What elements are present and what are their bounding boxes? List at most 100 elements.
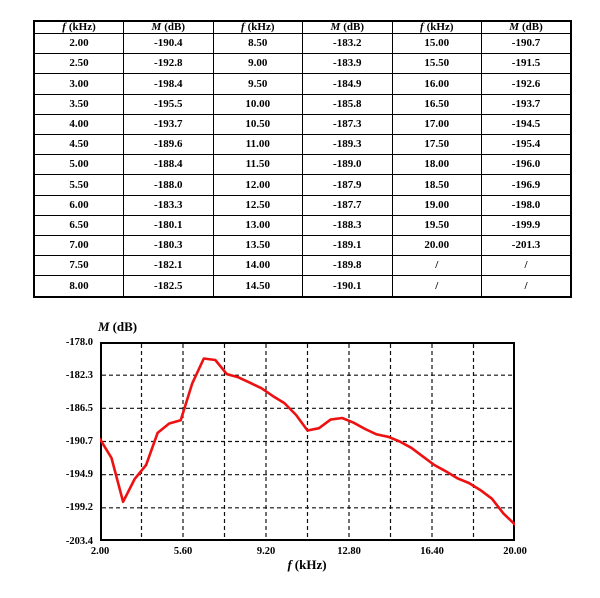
y-axis-unit: (dB) [112, 319, 138, 334]
table-cell: -180.3 [123, 235, 214, 257]
table-row: 5.00 -188.4 11.50 -189.0 18.00 -196.0 [33, 154, 572, 176]
table-cell: -198.4 [123, 73, 214, 95]
table-cell: 3.50 [33, 93, 124, 115]
table-cell: -183.3 [123, 194, 214, 216]
table-row: 3.00 -198.4 9.50 -184.9 16.00 -192.6 [33, 73, 572, 95]
table-cell: -189.8 [302, 255, 393, 277]
table-cell: -191.5 [481, 53, 572, 75]
table-cell: -187.7 [302, 194, 393, 216]
table-header-cell: M (dB) [481, 20, 572, 34]
table-cell: 3.00 [33, 73, 124, 95]
table-cell: 20.00 [391, 235, 482, 257]
table-cell: 9.50 [212, 73, 303, 95]
table-cell: 17.00 [391, 113, 482, 136]
table-cell: -189.1 [302, 235, 393, 257]
table-cell: 19.00 [391, 194, 482, 216]
x-tick-label: 9.20 [256, 546, 276, 557]
table-cell: -182.5 [123, 275, 214, 298]
y-tick-label: -186.5 [65, 402, 93, 414]
table-cell: 10.50 [212, 113, 303, 136]
table-cell: / [391, 275, 482, 298]
x-tick-label: 12.80 [337, 546, 361, 557]
table-cell: / [481, 255, 572, 277]
table-cell: -192.8 [123, 53, 214, 75]
table-header-cell: f (kHz) [212, 20, 303, 34]
table-cell: -189.6 [123, 134, 214, 156]
y-tick-label: -182.3 [65, 369, 93, 381]
table-row: 2.50 -192.8 9.00 -183.9 15.50 -191.5 [33, 53, 572, 75]
table-cell: 12.50 [212, 194, 303, 216]
table-header-row: f (kHz) M (dB) f (kHz) M (dB) f (kHz) M (dB) [33, 20, 572, 34]
table-cell: -196.0 [481, 154, 572, 176]
x-tick-label: 5.60 [173, 546, 193, 557]
y-tick-label: -199.2 [65, 502, 93, 514]
table-row: 4.00 -193.7 10.50 -187.3 17.00 -194.5 [33, 113, 572, 136]
table-cell: -198.0 [481, 194, 572, 216]
table-cell: 5.50 [33, 174, 124, 196]
table-cell: -182.1 [123, 255, 214, 277]
table-cell: 2.50 [33, 53, 124, 75]
table-cell: 7.50 [33, 255, 124, 277]
table-cell: -194.5 [481, 113, 572, 136]
table-header-cell: M (dB) [302, 20, 393, 34]
table-cell: 6.00 [33, 194, 124, 216]
y-tick-label: -203.4 [65, 535, 93, 547]
table-cell: / [391, 255, 482, 277]
table-cell: -195.5 [123, 93, 214, 115]
magnitude-curve [100, 357, 515, 526]
table-cell: 4.00 [33, 113, 124, 136]
table-row: 7.00 -180.3 13.50 -189.1 20.00 -201.3 [33, 235, 572, 257]
table-cell: 14.50 [212, 275, 303, 298]
table-cell: -190.7 [481, 32, 572, 55]
magnitude-chart: M (dB) -178.0 -182.3 -186.5 -190.7 -194.9 -199… [0, 303, 600, 598]
table-row: 4.50 -189.6 11.00 -189.3 17.50 -195.4 [33, 134, 572, 156]
table-cell: -187.3 [302, 113, 393, 136]
table-cell: 8.00 [33, 275, 124, 298]
table-cell: 18.50 [391, 174, 482, 196]
x-tick-label: 16.40 [420, 546, 444, 557]
table-cell: 9.00 [212, 53, 303, 75]
table-cell: 16.50 [391, 93, 482, 115]
data-table: f (kHz) M (dB) f (kHz) M (dB) f (kHz) M (dB) 2.00 -1… [33, 20, 572, 298]
y-axis-symbol: M [98, 319, 110, 334]
table-cell: -185.8 [302, 93, 393, 115]
table-cell: -190.1 [302, 275, 393, 298]
x-axis-symbol: f [287, 557, 292, 572]
table-cell: / [481, 275, 572, 298]
table-body: 2.00 -190.4 8.50 -183.2 15.00 -190.7 2.50 -192.… [33, 32, 572, 298]
table-cell: -188.3 [302, 214, 393, 237]
table-cell: 7.00 [33, 235, 124, 257]
table-row: 7.50 -182.1 14.00 -189.8// [33, 255, 572, 277]
table-cell: 5.00 [33, 154, 124, 176]
table-cell: 10.00 [212, 93, 303, 115]
table-row: 8.00 -182.5 14.50 -190.1// [33, 275, 572, 298]
y-tick-label: -178.0 [65, 336, 93, 348]
table-cell: 19.50 [391, 214, 482, 237]
table-header-cell: f (kHz) [391, 20, 482, 34]
table-cell: -199.9 [481, 214, 572, 237]
table-cell: -180.1 [123, 214, 214, 237]
table-cell: -183.9 [302, 53, 393, 75]
table-cell: -184.9 [302, 73, 393, 95]
table-row: 6.00 -183.3 12.50 -187.7 19.00 -198.0 [33, 194, 572, 216]
table-cell: 11.00 [212, 134, 303, 156]
table-cell: 6.50 [33, 214, 124, 237]
table-cell: 17.50 [391, 134, 482, 156]
table-cell: 16.00 [391, 73, 482, 95]
x-axis-unit: (kHz) [294, 557, 327, 572]
x-tick-label: 2.00 [90, 546, 110, 557]
table-cell: 4.50 [33, 134, 124, 156]
table-cell: 15.00 [391, 32, 482, 55]
table-cell: -189.0 [302, 154, 393, 176]
table-cell: 14.00 [212, 255, 303, 277]
table-row: 3.50 -195.5 10.00 -185.8 16.50 -193.7 [33, 93, 572, 115]
y-axis-title: M (dB) [98, 319, 137, 335]
table-cell: 13.50 [212, 235, 303, 257]
table-cell: -201.3 [481, 235, 572, 257]
table-cell: 2.00 [33, 32, 124, 55]
table-cell: -187.9 [302, 174, 393, 196]
table-header-cell: M (dB) [123, 20, 214, 34]
table-cell: -188.4 [123, 154, 214, 176]
table-header-cell: f (kHz) [33, 20, 124, 34]
